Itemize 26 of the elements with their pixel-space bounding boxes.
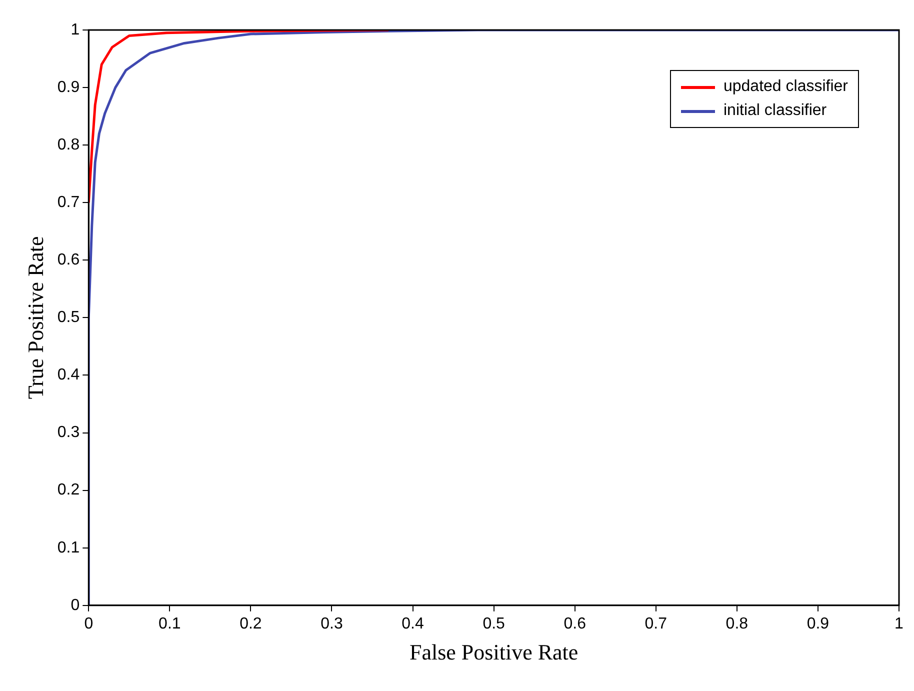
y-tick-label: 0.1 (57, 539, 80, 556)
x-tick-label: 0.4 (402, 615, 424, 632)
x-tick-label: 0.8 (726, 615, 748, 632)
x-axis-title: False Positive Rate (409, 640, 578, 665)
x-tick-label: 0.2 (240, 615, 262, 632)
x-tick-label: 0 (84, 615, 94, 632)
y-tick-label: 0.5 (57, 309, 80, 326)
x-tick-label: 0.9 (806, 615, 830, 632)
y-tick-label: 0.9 (57, 78, 80, 96)
y-tick-label: 1 (70, 21, 80, 38)
legend-label: updated classifier (723, 78, 848, 96)
y-tick-label: 0.6 (57, 252, 80, 269)
x-tick-label: 0.3 (320, 615, 343, 632)
x-tick-label: 0.1 (158, 615, 181, 632)
y-tick-label: 0.8 (57, 136, 80, 154)
y-tick-label: 0 (70, 596, 80, 614)
y-tick-label: 0.4 (57, 366, 80, 384)
y-tick-label: 0.7 (57, 194, 80, 212)
x-tick-label: 0.6 (564, 615, 586, 632)
x-tick-label: 0.7 (644, 615, 668, 632)
x-tick-label: 1 (894, 615, 904, 632)
y-tick-label: 0.2 (57, 482, 80, 499)
legend-label: initial classifier (723, 102, 827, 120)
y-axis-title: True Positive Rate (22, 236, 48, 400)
x-tick-label: 0.5 (482, 615, 506, 632)
y-tick-label: 0.3 (57, 424, 80, 442)
